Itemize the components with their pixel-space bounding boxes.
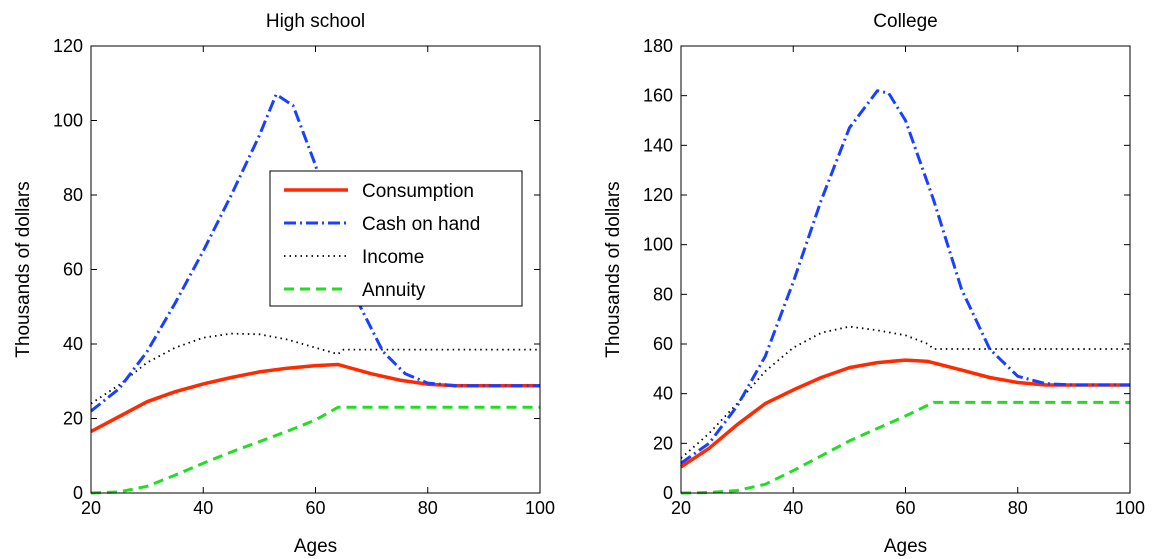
legend-entry-income: Income — [362, 247, 424, 268]
y-tick-label: 40 — [653, 384, 673, 404]
y-tick-label: 40 — [63, 334, 83, 354]
x-tick-label: 40 — [783, 498, 803, 518]
series-line-income — [681, 327, 1130, 459]
x-tick-label: 100 — [1115, 498, 1145, 518]
x-tick-label: 80 — [1008, 498, 1028, 518]
legend-entry-cash-on-hand: Cash on hand — [362, 214, 480, 235]
y-axis-label: Thousands of dollars — [603, 181, 624, 357]
y-tick-label: 60 — [63, 260, 83, 280]
x-tick-label: 60 — [895, 498, 915, 518]
y-tick-label: 160 — [643, 86, 673, 106]
x-tick-label: 80 — [418, 498, 438, 518]
x-tick-label: 40 — [193, 498, 213, 518]
legend-entry-annuity: Annuity — [362, 280, 426, 301]
y-tick-label: 180 — [643, 36, 673, 56]
x-axis-label: Ages — [884, 536, 927, 557]
x-tick-label: 60 — [305, 498, 325, 518]
x-axis-label: Ages — [294, 536, 337, 557]
series-line-annuity — [91, 407, 540, 493]
x-tick-label: 100 — [525, 498, 555, 518]
x-tick-label: 20 — [81, 498, 101, 518]
y-tick-label: 120 — [643, 185, 673, 205]
y-tick-label: 100 — [53, 111, 83, 131]
y-tick-label: 0 — [73, 483, 83, 503]
plot-college: 20 40 60 80 100020406080100120140160180Colle… — [603, 11, 1145, 557]
plot-title: High school — [266, 11, 365, 32]
y-tick-label: 20 — [653, 433, 673, 453]
y-tick-label: 0 — [663, 483, 673, 503]
y-tick-label: 20 — [63, 409, 83, 429]
y-tick-label: 140 — [643, 135, 673, 155]
series-line-consumption — [91, 365, 540, 432]
series-line-income — [91, 334, 540, 404]
axes-frame — [681, 46, 1130, 493]
y-tick-label: 120 — [53, 36, 83, 56]
series-line-cash-on-hand — [681, 91, 1130, 464]
plot-title: College — [873, 11, 937, 32]
series-line-consumption — [681, 360, 1130, 467]
y-tick-label: 60 — [653, 334, 673, 354]
x-tick-label: 20 — [671, 498, 691, 518]
legend-entry-consumption: Consumption — [362, 181, 474, 202]
y-tick-label: 80 — [653, 284, 673, 304]
y-tick-label: 100 — [643, 235, 673, 255]
legend: Consumption Cash on hand Income Annuity — [270, 171, 522, 306]
y-tick-label: 80 — [63, 185, 83, 205]
y-axis-label: Thousands of dollars — [13, 181, 34, 357]
